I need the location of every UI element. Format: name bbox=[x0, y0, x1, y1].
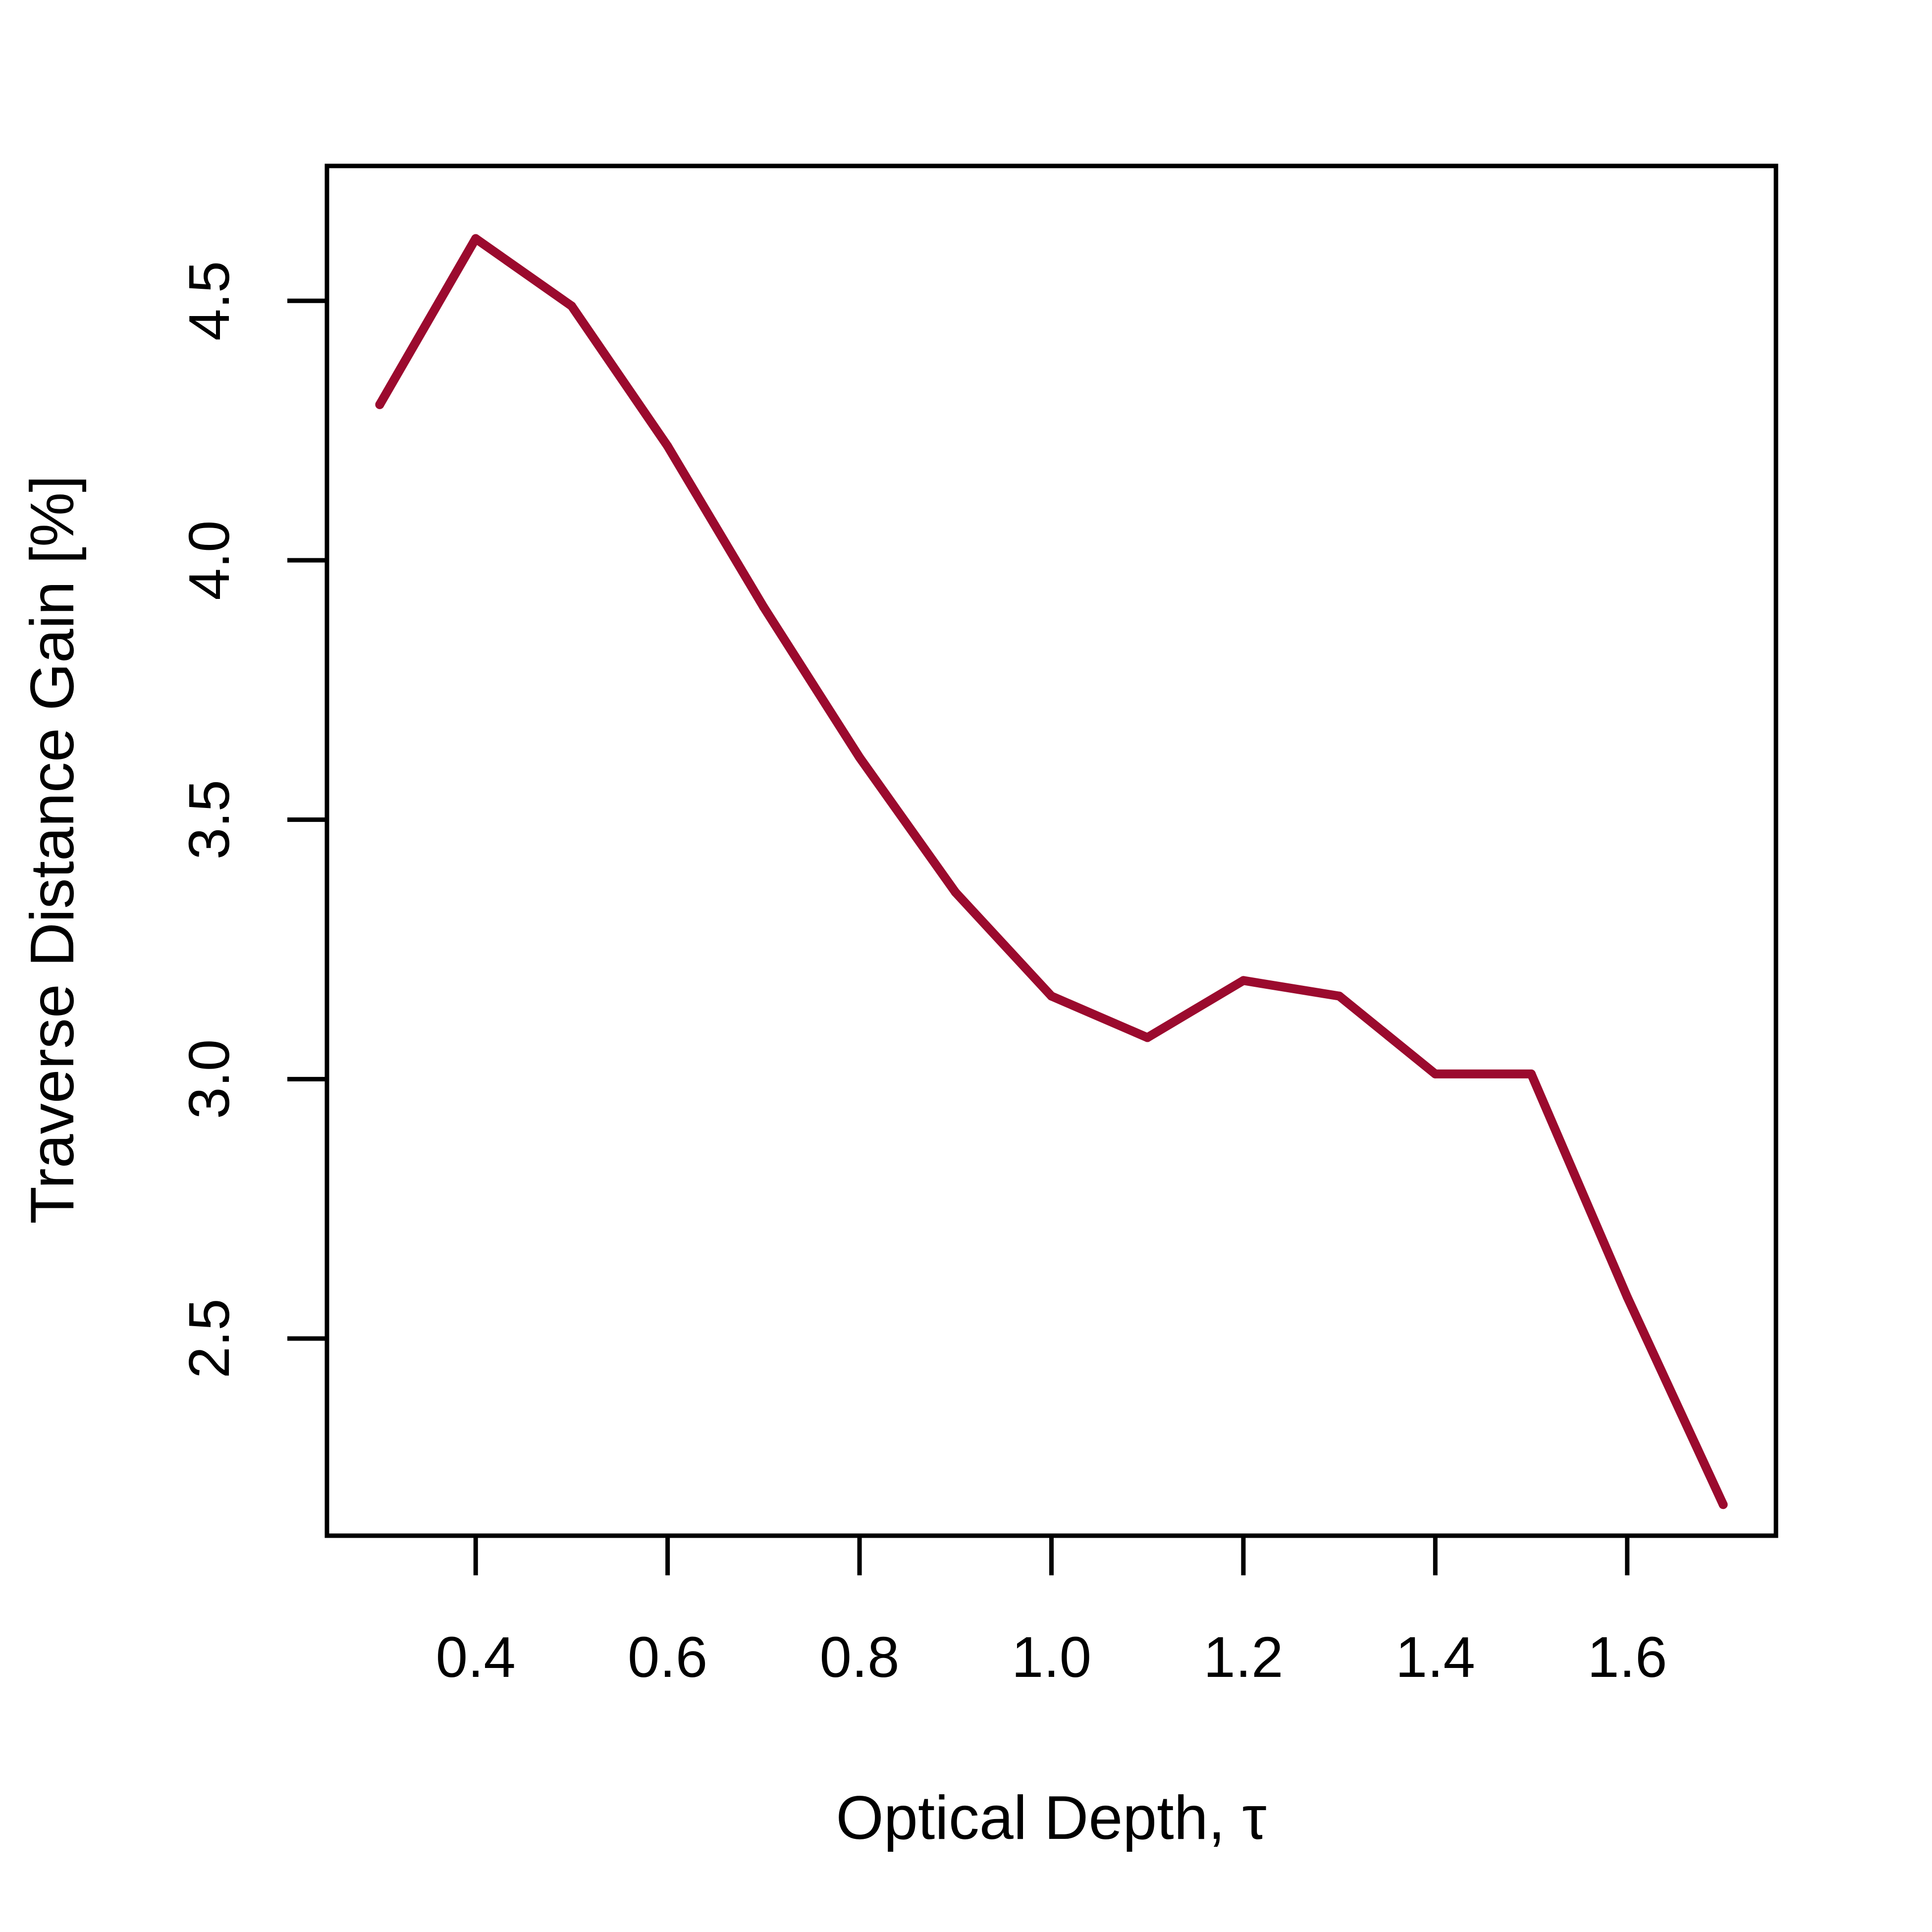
y-tick-label: 3.5 bbox=[177, 780, 241, 859]
series-layer bbox=[375, 234, 1728, 1509]
x-tick-label: 1.6 bbox=[1587, 1625, 1667, 1689]
x-tick-label: 1.4 bbox=[1395, 1625, 1475, 1689]
data-point bbox=[375, 400, 384, 409]
data-point bbox=[1718, 1500, 1728, 1509]
y-tick-label: 4.5 bbox=[177, 261, 241, 341]
y-tick-label: 4.0 bbox=[177, 520, 241, 600]
y-axis: 2.5 3.0 3.5 4.0 4.5 bbox=[177, 261, 329, 1379]
series-line bbox=[375, 234, 1728, 1509]
x-tick-label: 0.8 bbox=[819, 1625, 899, 1689]
x-axis: 0.4 0.6 0.8 1.0 1.2 1.4 1.6 bbox=[436, 1533, 1667, 1689]
x-axis-label: Optical Depth, τ bbox=[836, 1784, 1266, 1852]
x-tick-label: 0.6 bbox=[628, 1625, 707, 1689]
y-tick-label: 3.0 bbox=[177, 1039, 241, 1119]
y-axis-label: Traverse Distance Gain [%] bbox=[18, 475, 87, 1224]
data-point bbox=[1143, 1033, 1152, 1042]
y-tick-label: 2.5 bbox=[177, 1298, 241, 1378]
data-point bbox=[1431, 1069, 1440, 1078]
plot-frame bbox=[324, 163, 1778, 1538]
data-point bbox=[1047, 991, 1056, 1001]
x-tick-label: 0.4 bbox=[436, 1625, 516, 1689]
data-point bbox=[567, 301, 576, 311]
data-point bbox=[1238, 976, 1248, 985]
data-point bbox=[663, 441, 672, 451]
data-point bbox=[951, 888, 960, 897]
x-tick-label: 1.2 bbox=[1203, 1625, 1283, 1689]
data-point bbox=[471, 234, 481, 243]
data-point bbox=[1527, 1069, 1536, 1078]
data-point bbox=[855, 752, 864, 762]
data-point bbox=[1622, 1292, 1632, 1302]
x-tick-label: 1.0 bbox=[1012, 1625, 1091, 1689]
data-point bbox=[1335, 991, 1344, 1001]
data-point bbox=[759, 602, 768, 612]
